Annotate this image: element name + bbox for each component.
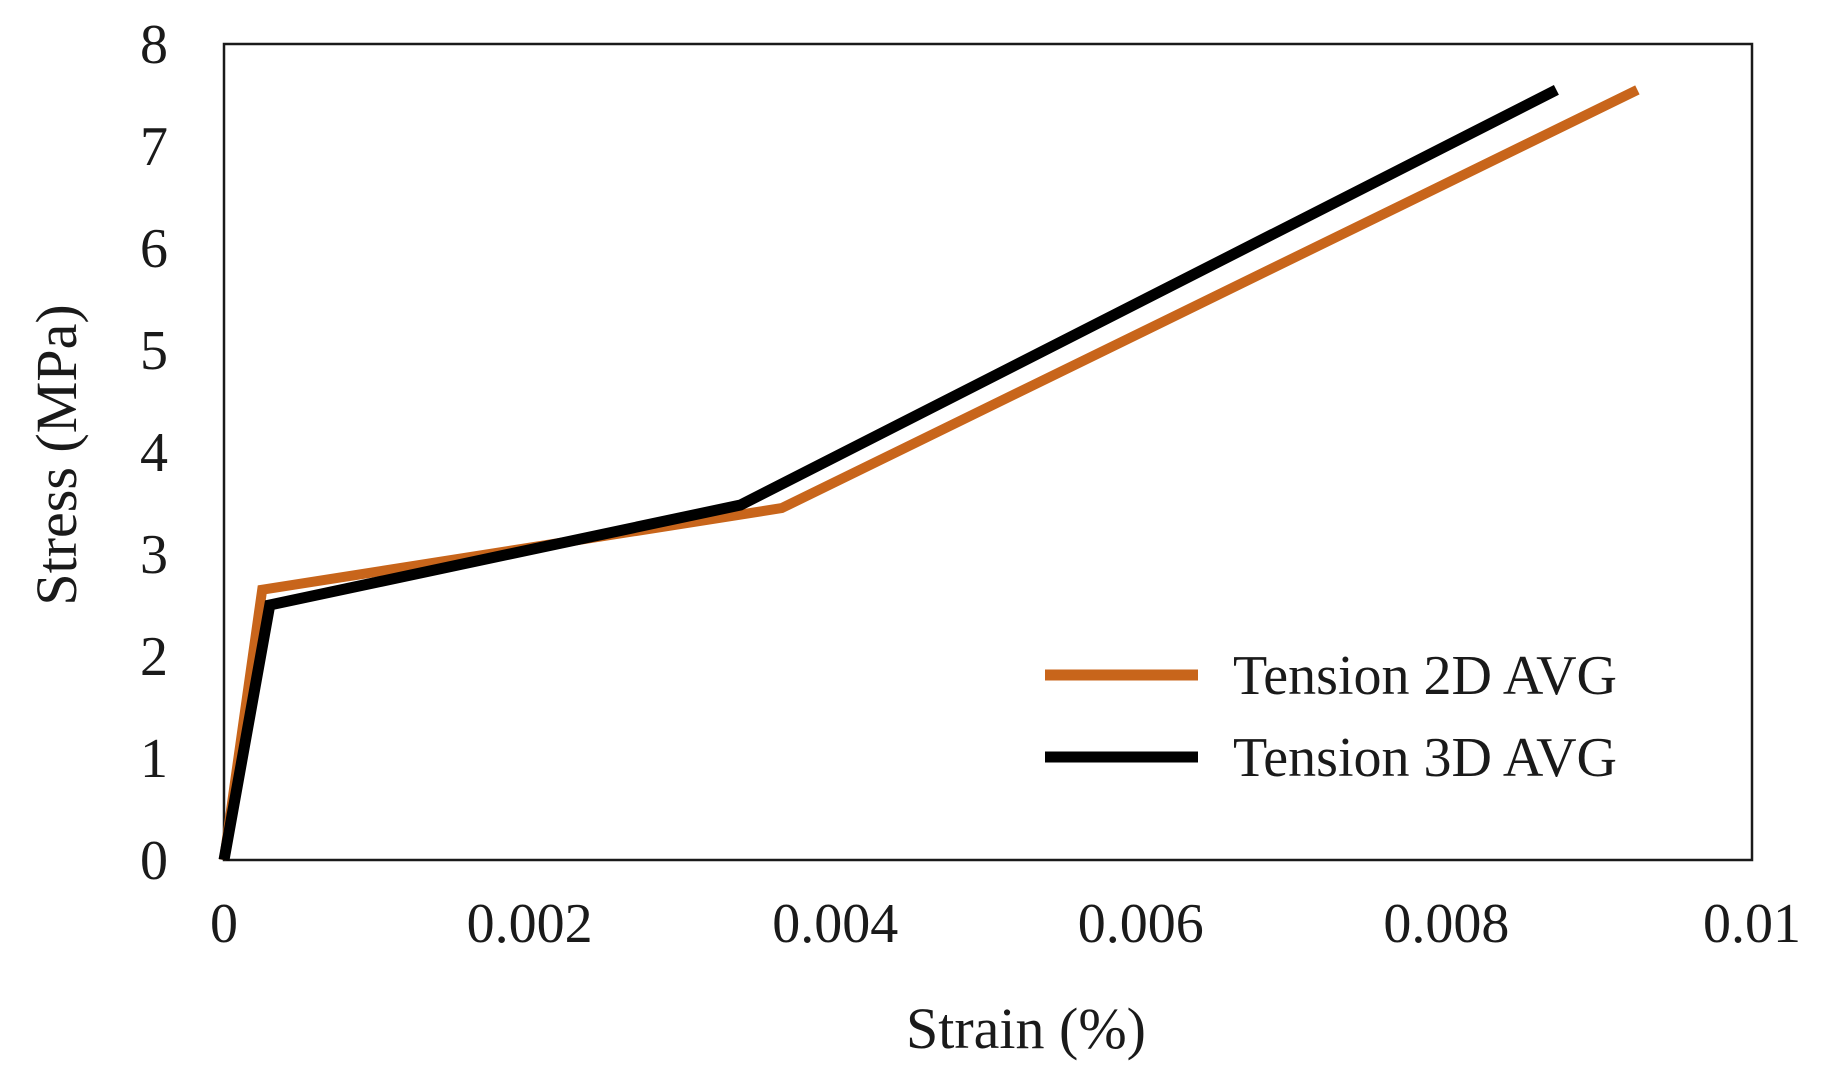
y-tick-label: 2 [140,626,168,688]
y-tick-label: 5 [140,320,168,382]
y-tick-label: 6 [140,218,168,280]
x-tick-label: 0.004 [772,893,898,955]
y-tick-label: 4 [140,422,168,484]
y-axis-ticks: 0 1 2 3 4 5 6 7 8 [140,14,168,892]
x-axis-ticks: 0 0.002 0.004 0.006 0.008 0.01 [210,893,1801,955]
series-layer [218,84,1640,861]
x-tick-label: 0.008 [1383,893,1509,955]
y-tick-label: 1 [140,728,168,790]
x-tick-label: 0.006 [1078,893,1204,955]
x-tick-label: 0 [210,893,238,955]
plot-area-frame [222,42,1754,862]
y-tick-label: 7 [140,116,168,178]
x-tick-label: 0.01 [1703,893,1801,955]
y-axis-title: Stress (MPa) [24,304,89,605]
y-tick-label: 3 [140,524,168,586]
x-axis-title: Strain (%) [906,996,1146,1061]
y-tick-label: 8 [140,14,168,76]
legend-label-tension-3d: Tension 3D AVG [1233,727,1617,789]
y-tick-label: 0 [140,830,168,892]
legend: Tension 2D AVG Tension 3D AVG [1045,645,1617,789]
x-tick-label: 0.002 [467,893,593,955]
series-line-tension-3d-avg [218,84,1559,861]
legend-label-tension-2d: Tension 2D AVG [1233,645,1617,707]
